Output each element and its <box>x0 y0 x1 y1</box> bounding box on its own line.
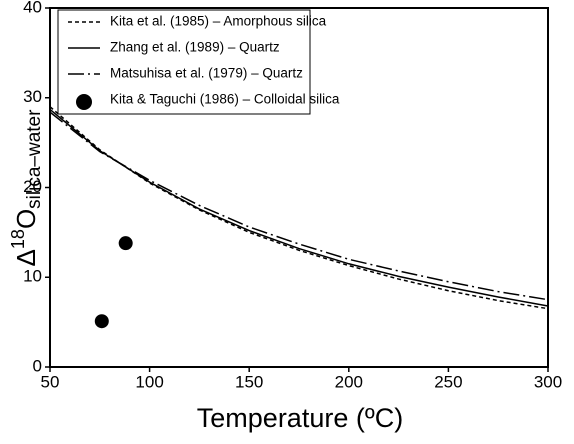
legend-label: Matsuhisa et al. (1979) – Quartz <box>110 66 303 81</box>
x-tick-label: 300 <box>534 372 562 391</box>
x-tick-label: 50 <box>41 372 60 391</box>
x-tick-label: 250 <box>434 372 462 391</box>
line <box>49 108 549 307</box>
y-tick-label: 10 <box>23 267 42 286</box>
legend-box <box>57 9 311 115</box>
y-tick-label: 20 <box>23 177 42 196</box>
y-axis-title-part: 18 <box>8 229 28 249</box>
y-tick-label: 30 <box>23 87 42 106</box>
legend-marker <box>76 94 92 110</box>
x-axis-title: Temperature (ºC) <box>197 403 403 433</box>
point <box>118 236 133 251</box>
y-axis-title-part: silica–water <box>24 109 45 209</box>
y-axis-title-part: O <box>11 209 41 229</box>
y-axis-title-part: Δ <box>11 249 41 266</box>
y-tick-label: 0 <box>33 356 42 375</box>
x-tick-label: 100 <box>135 372 163 391</box>
point <box>94 314 109 329</box>
legend-label: Zhang et al. (1989) – Quartz <box>110 40 280 55</box>
plot-frame <box>49 7 549 368</box>
x-tick-label: 150 <box>235 372 263 391</box>
line <box>49 111 549 301</box>
y-tick-label: 40 <box>23 0 42 16</box>
x-tick-label: 200 <box>335 372 363 391</box>
y-axis-title: Δ18Osilica–water <box>8 109 45 267</box>
line <box>49 106 549 310</box>
legend-label: Kita et al. (1985) – Amorphous silica <box>110 14 327 29</box>
legend-label: Kita & Taguchi (1986) – Colloidal silica <box>110 92 340 107</box>
